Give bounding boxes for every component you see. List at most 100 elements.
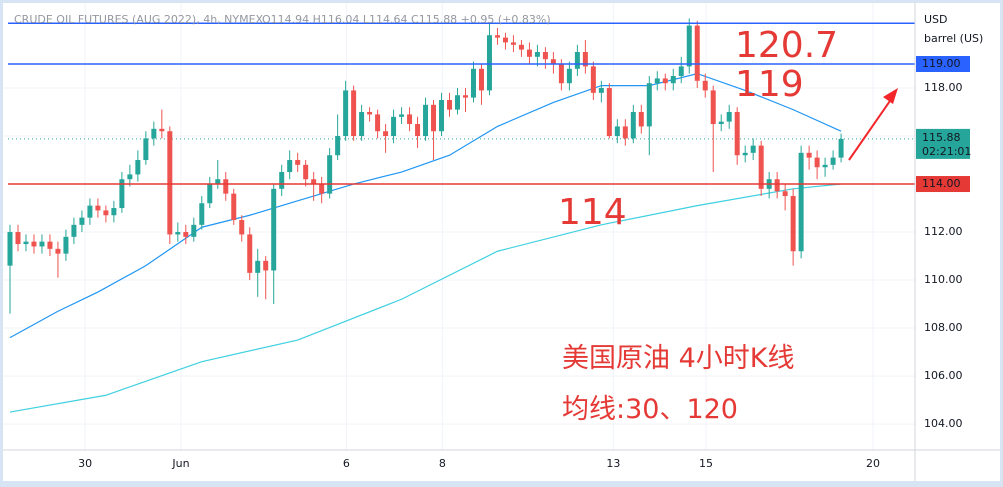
candle-body (167, 131, 173, 235)
candle-body (399, 114, 405, 117)
candle-body (375, 114, 381, 132)
x-tick-label: 30 (78, 457, 92, 470)
price-label: 114.00 (922, 177, 961, 190)
unit: barrel (US) (924, 32, 983, 45)
candle-body (63, 236, 69, 254)
candle-body (71, 224, 77, 237)
annotation: 均线:30、120 (562, 394, 738, 425)
candle-body (143, 138, 149, 161)
candle-body (343, 90, 349, 137)
y-tick-label: 108.00 (924, 321, 963, 334)
candle-body (47, 241, 53, 249)
candle-body (287, 160, 293, 173)
y-tick-label: 106.00 (924, 369, 963, 382)
candle-body (638, 112, 644, 127)
x-tick-label: 15 (699, 457, 713, 470)
moving-average (9, 183, 842, 413)
candle-body (614, 126, 620, 137)
x-tick-label: 6 (343, 457, 350, 470)
candle-body (470, 68, 476, 98)
last-price-label: 115.88 (922, 131, 961, 144)
candle-body (702, 80, 708, 91)
x-tick-label: 8 (439, 457, 446, 470)
y-tick-label: 112.00 (924, 225, 963, 238)
candle-body (598, 88, 604, 93)
candle-body (606, 88, 612, 137)
candle-body (447, 100, 453, 110)
candle-body (742, 152, 748, 156)
candle-body (311, 179, 317, 185)
candle-body (686, 25, 692, 67)
candle-body (423, 104, 429, 137)
candle-body (534, 52, 540, 57)
candle-body (335, 136, 341, 156)
candle-body (558, 64, 564, 84)
candle-body (734, 112, 740, 156)
price-label-box (916, 176, 970, 193)
candle-body (838, 138, 844, 158)
annotation: 120.7 (735, 25, 838, 66)
candle-body (127, 174, 133, 180)
candle-body (279, 172, 285, 189)
candle-body (223, 179, 229, 194)
candle-body (662, 78, 668, 84)
annotation: 美国原油 4小时K线 (562, 343, 794, 374)
candle-body (383, 131, 389, 137)
candle-body (630, 112, 636, 139)
candle-body (750, 145, 756, 153)
candle-body (55, 248, 61, 254)
candle-body (574, 52, 580, 69)
candle-body (582, 52, 588, 67)
candle-body (39, 241, 45, 247)
candle-body (790, 196, 796, 252)
candle-body (255, 260, 261, 273)
candle-body (550, 59, 556, 65)
candle-body (327, 155, 333, 194)
candle-body (518, 44, 524, 50)
candle-body (462, 95, 468, 98)
candle-body (319, 184, 325, 194)
candle-body (231, 193, 237, 221)
candle-body (367, 112, 373, 115)
candle-body (303, 164, 309, 180)
candle-body (439, 100, 445, 132)
candle-body (814, 157, 820, 168)
chart-title: CRUDE OIL FUTURES (AUG 2022), 4h, NYMEX (14, 13, 264, 26)
candle-body (431, 104, 437, 132)
candle-body (391, 116, 397, 137)
x-tick-label: 20 (866, 457, 880, 470)
candle-body (119, 179, 125, 209)
candle-body (798, 152, 804, 252)
candle-body (590, 66, 596, 93)
candle-body (486, 35, 492, 91)
ohlc-legend: O114.94 H116.04 L114.64 C115.88 +0.95 (+… (262, 13, 551, 26)
candle-body (111, 208, 117, 216)
candle-body (710, 90, 716, 125)
candle-body (526, 49, 532, 57)
y-tick-label: 110.00 (924, 273, 963, 286)
candle-body (510, 42, 516, 45)
candle-body (678, 66, 684, 77)
candle-body (95, 205, 101, 211)
price-label: 119.00 (922, 57, 961, 70)
candle-body (478, 68, 484, 91)
candle-body (199, 203, 205, 225)
candle-body (159, 128, 165, 132)
candle-body (151, 128, 157, 139)
candle-body (239, 220, 245, 235)
annotation: 114 (558, 192, 627, 233)
candle-body (23, 241, 29, 245)
axes: 104.00106.00108.00110.00112.00116.00118.… (78, 56, 971, 470)
candle-body (566, 68, 572, 84)
x-tick-label: 13 (606, 457, 620, 470)
candle-body (191, 224, 197, 237)
chart-background (3, 3, 1000, 481)
candle-body (207, 184, 213, 204)
candle-body (774, 179, 780, 192)
y-tick-label: 118.00 (924, 81, 963, 94)
candle-body (351, 90, 357, 137)
candle-body (806, 152, 812, 158)
x-tick-label: Jun (171, 457, 189, 470)
candle-body (103, 210, 109, 216)
